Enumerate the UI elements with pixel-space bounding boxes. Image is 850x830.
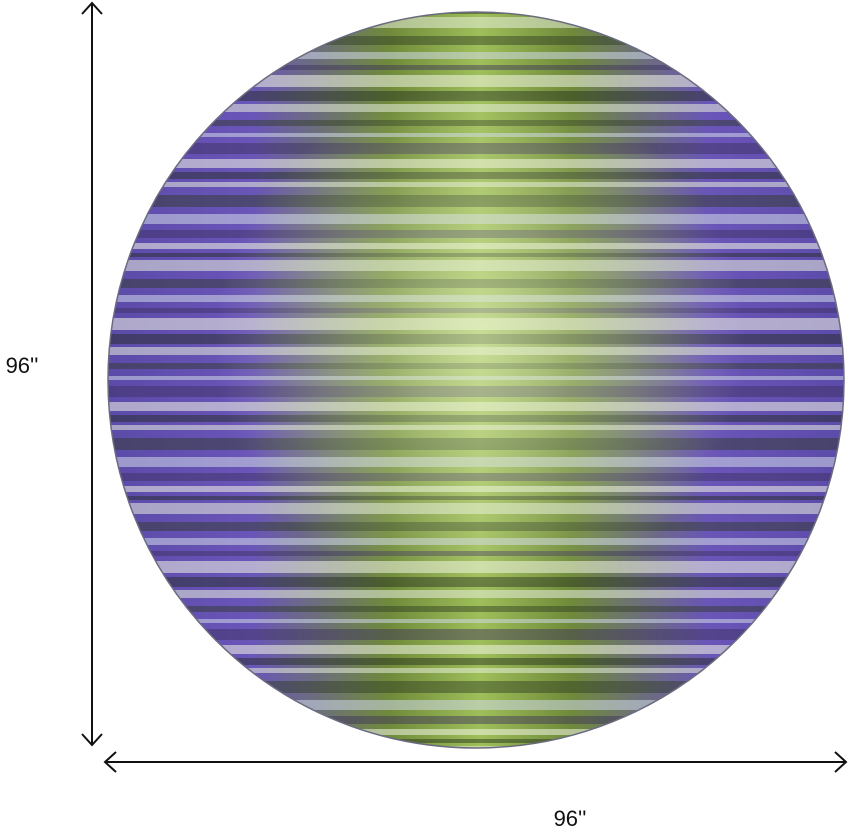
height-arrow xyxy=(81,1,103,747)
arrow-head xyxy=(81,733,103,747)
arrow-head xyxy=(103,751,117,773)
height-label: 96'' xyxy=(6,353,39,378)
arrow-head xyxy=(81,1,103,15)
width-label: 96'' xyxy=(554,806,587,830)
width-arrow xyxy=(103,751,848,773)
rug-edge xyxy=(107,11,845,749)
rug-glow xyxy=(108,12,844,748)
rug xyxy=(108,12,844,748)
arrow-head xyxy=(834,751,848,773)
